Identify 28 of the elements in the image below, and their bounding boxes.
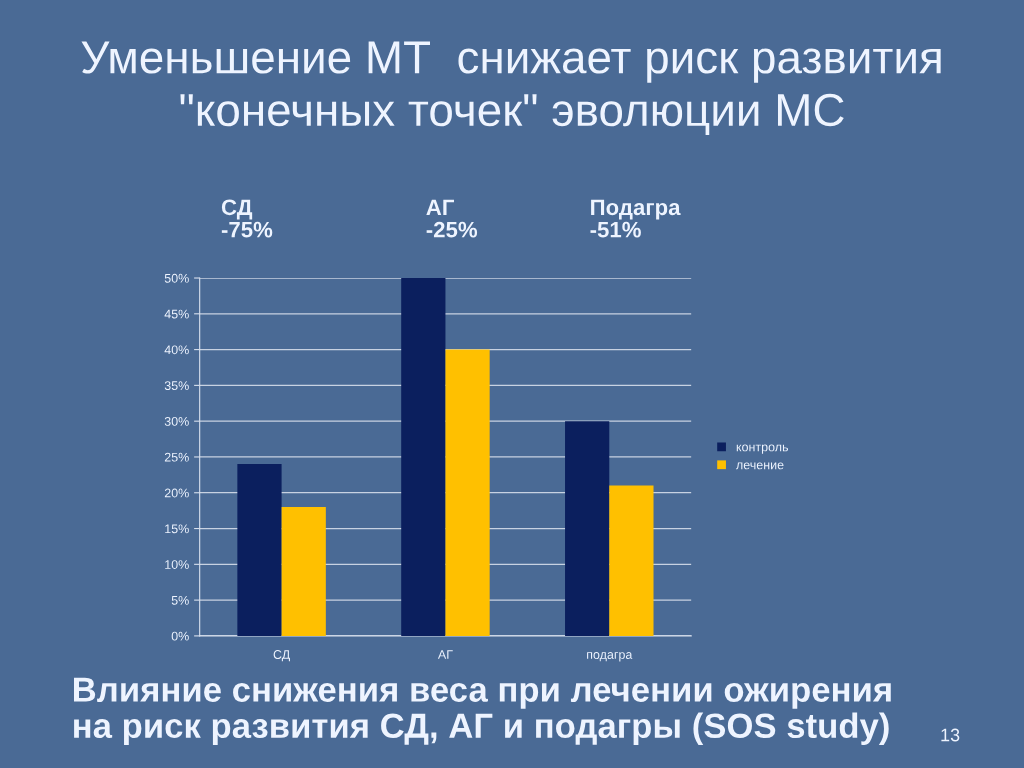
text: 13 (941, 728, 960, 742)
text: СД -75% (221, 199, 273, 238)
x-tick-label: АГ (437, 650, 453, 659)
bar (281, 507, 326, 636)
text: АГ -25% (426, 199, 478, 238)
bar (609, 485, 654, 636)
text: Влияние снижения веса при лечении ожирения на риск развития СД, АГ и подагры (SOS study) (74, 677, 891, 745)
bar (565, 421, 610, 636)
bar (445, 349, 490, 636)
bar (401, 278, 446, 636)
y-tick-label: 10% (165, 560, 189, 569)
legend-label: лечение (736, 462, 784, 470)
y-tick-label: 50% (164, 273, 189, 283)
chart-title: Уменьшение МТ снижает риск развития "конечных точек" эволюции МС (81, 41, 941, 135)
y-tick-label: 35% (164, 381, 189, 391)
bar (237, 464, 282, 636)
x-tick-label: подагра (587, 652, 633, 662)
y-tick-label: 20% (164, 488, 189, 498)
y-tick-label: 45% (164, 309, 189, 319)
y-tick-label: 30% (164, 416, 189, 426)
y-tick-label: 0% (171, 631, 189, 641)
y-tick-label: 40% (164, 345, 189, 355)
x-tick-label: СД (273, 650, 290, 662)
legend-label: контроль (736, 444, 789, 454)
y-tick-label: 25% (164, 452, 189, 462)
y-tick-label: 15% (165, 524, 189, 534)
text: Подагра -51% (590, 199, 681, 238)
y-tick-label: 5% (171, 595, 189, 605)
